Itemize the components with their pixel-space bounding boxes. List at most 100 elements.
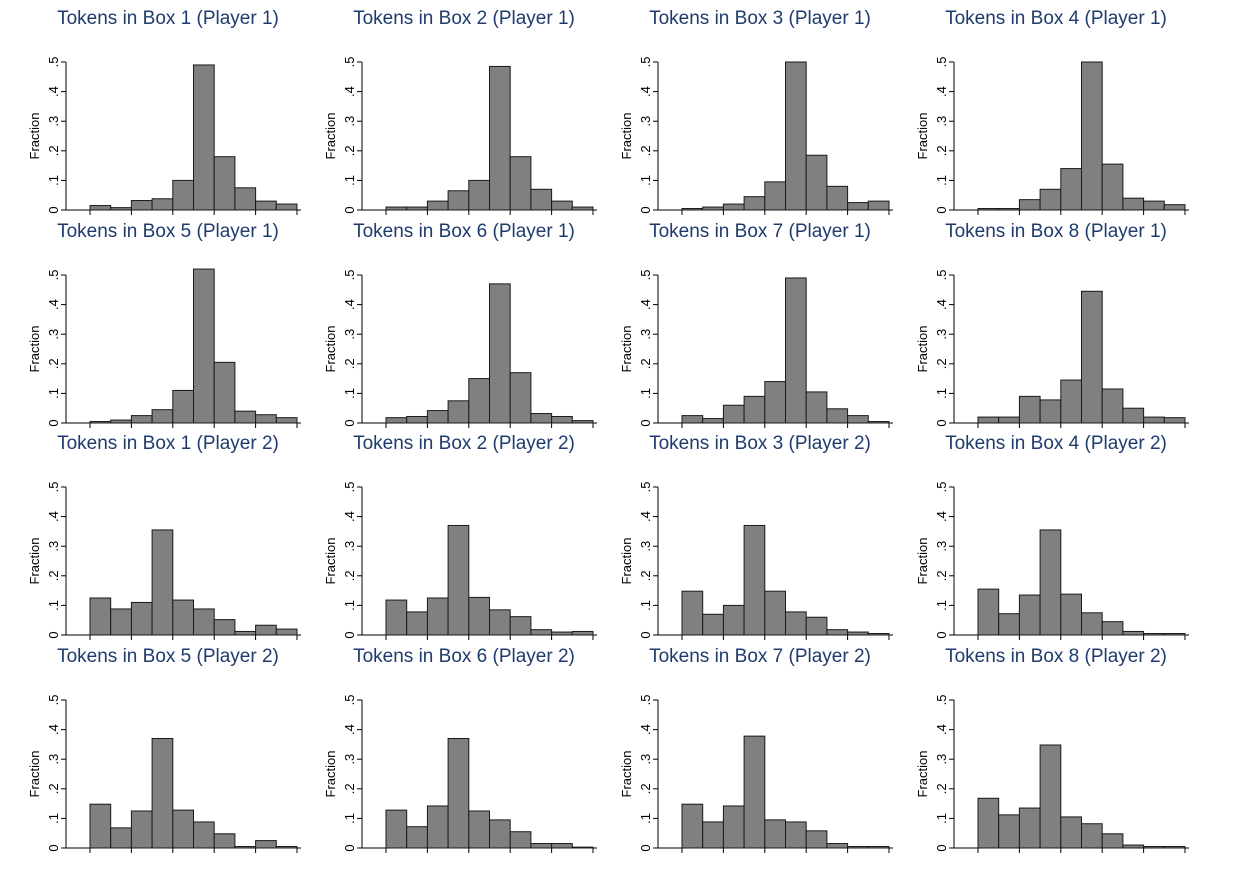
y-axis-label: Fraction — [619, 751, 634, 798]
x-tick-label: 0 — [678, 430, 685, 431]
y-tick-label: .3 — [934, 541, 949, 552]
x-tick-label: 40 — [840, 217, 854, 218]
y-tick-label: .1 — [342, 600, 357, 611]
histogram-bar — [1163, 846, 1186, 849]
histogram-bar — [998, 208, 1020, 211]
y-tick-label: .3 — [342, 329, 357, 340]
y-tick-label: .2 — [46, 358, 61, 369]
y-tick-label: .2 — [934, 358, 949, 369]
histogram-plot: 0 .1 .2 .3 .4 .5 Fraction 0 10 20 30 40 >=50 — [915, 270, 1200, 431]
histogram-bar — [151, 409, 174, 424]
histogram-bar — [681, 415, 704, 424]
x-tick-label: 20 — [462, 430, 476, 431]
histogram-bar — [110, 419, 132, 424]
histogram-bar — [977, 797, 1000, 849]
y-tick-label: .3 — [934, 754, 949, 765]
y-tick-label: .1 — [638, 600, 653, 611]
y-tick-label: .3 — [342, 754, 357, 765]
x-tick-label: >=50 — [1170, 642, 1200, 643]
x-tick-label: >=5 — [582, 217, 604, 218]
y-tick-label: 0 — [342, 419, 357, 426]
x-tick-label: 40 — [248, 430, 262, 431]
x-tick-label: >=5 — [878, 642, 900, 643]
histogram-bar — [468, 810, 491, 849]
histogram-bar — [509, 372, 532, 424]
histogram-bar — [1081, 612, 1103, 636]
histogram-bar — [426, 597, 449, 636]
histogram-bar — [805, 616, 828, 636]
y-tick-label: .2 — [934, 145, 949, 156]
y-tick-label: .1 — [46, 813, 61, 824]
histogram-bar — [151, 737, 174, 849]
histogram-bar — [681, 208, 704, 211]
histogram-bar — [530, 629, 553, 636]
y-tick-label: 0 — [934, 206, 949, 213]
x-tick-label: 40 — [544, 430, 558, 431]
y-axis-label: Fraction — [915, 751, 930, 798]
x-tick-label: >=5 — [286, 217, 308, 218]
y-axis-label: Fraction — [323, 113, 338, 160]
histogram-panel: Tokens in Box 1 (Player 1) 0 .1 .2 .3 .4 .5 Fra… — [20, 6, 316, 218]
histogram-bar — [826, 629, 849, 636]
x-tick-label: 30 — [503, 855, 517, 856]
y-tick-label: .4 — [638, 511, 653, 522]
y-tick-label: .3 — [934, 116, 949, 127]
histogram-bar — [1101, 163, 1124, 211]
panel-title: Tokens in Box 7 (Player 2) — [649, 646, 871, 667]
histogram-bar — [489, 283, 511, 424]
x-tick-label: 20 — [758, 430, 772, 431]
y-tick-label: .2 — [638, 358, 653, 369]
x-tick-label: 30 — [207, 855, 221, 856]
y-axis-label: Fraction — [619, 326, 634, 373]
histogram-bar — [172, 179, 195, 211]
histogram-bar — [151, 529, 174, 636]
histogram-bar — [826, 185, 849, 211]
y-tick-label: .1 — [342, 175, 357, 186]
y-tick-label: .1 — [638, 813, 653, 824]
histogram-panel: Tokens in Box 6 (Player 1) 0 .1 .2 .3 .4 .5 Fra… — [316, 219, 612, 431]
histogram-bar — [785, 61, 807, 211]
panel-title: Tokens in Box 5 (Player 1) — [57, 221, 279, 242]
y-tick-label: .5 — [934, 482, 949, 493]
y-tick-label: .5 — [46, 57, 61, 68]
x-tick-label: 10 — [1012, 217, 1026, 218]
histogram-bar — [867, 633, 890, 636]
y-axis-label: Fraction — [619, 113, 634, 160]
x-tick-label: 0 — [86, 217, 93, 218]
y-tick-label: .2 — [638, 570, 653, 581]
histogram-bar — [213, 619, 236, 636]
x-tick-label: 0 — [382, 430, 389, 431]
histogram-bar — [255, 624, 277, 636]
histogram-bar — [551, 843, 573, 849]
x-tick-label: >=5 — [878, 855, 900, 856]
y-axis-label: Fraction — [915, 538, 930, 585]
y-tick-label: .1 — [46, 600, 61, 611]
histogram-bar — [785, 821, 807, 849]
histogram-bar — [89, 597, 112, 636]
panel-title: Tokens in Box 6 (Player 1) — [353, 221, 575, 242]
x-tick-label: 10 — [420, 430, 434, 431]
x-tick-label: 40 — [840, 855, 854, 856]
x-tick-label: 0 — [678, 217, 685, 218]
histogram-bar — [681, 590, 704, 636]
histogram-bar — [275, 417, 298, 424]
y-tick-label: .1 — [342, 388, 357, 399]
y-tick-label: 0 — [342, 631, 357, 638]
x-tick-label: 10 — [124, 217, 138, 218]
histogram-bar — [509, 831, 532, 849]
histogram-panel: Tokens in Box 2 (Player 2) 0 .1 .2 .3 .4 .5 Fra… — [316, 431, 612, 643]
histogram-bar — [1060, 379, 1083, 424]
histogram-plot: 0 .1 .2 .3 .4 .5 Fraction 0 10 20 30 40 >=5 — [323, 57, 604, 218]
panel-title: Tokens in Box 4 (Player 2) — [945, 433, 1167, 454]
x-tick-label: >=50 — [1170, 217, 1200, 218]
x-tick-label: 30 — [503, 217, 517, 218]
x-tick-label: 20 — [166, 217, 180, 218]
y-tick-label: .4 — [342, 724, 357, 735]
histogram-bar — [110, 827, 132, 849]
histogram-bar — [447, 190, 470, 211]
y-tick-label: .3 — [638, 754, 653, 765]
histogram-bar — [1018, 199, 1041, 211]
x-tick-label: 30 — [1095, 642, 1109, 643]
histogram-bar — [1122, 844, 1145, 849]
